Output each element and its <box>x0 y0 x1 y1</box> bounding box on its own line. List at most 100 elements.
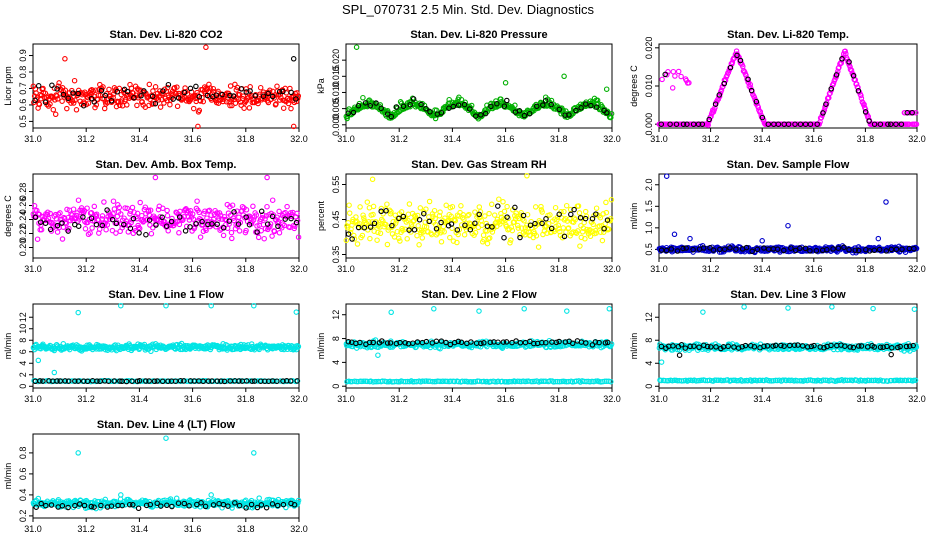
data-point <box>545 220 552 227</box>
data-point <box>227 92 233 99</box>
data-point <box>438 219 444 226</box>
data-point <box>71 77 78 84</box>
data-point <box>184 91 191 97</box>
data-point <box>400 213 407 220</box>
data-point <box>593 211 599 217</box>
data-point <box>515 225 522 231</box>
data-point <box>406 227 412 233</box>
data-point <box>360 94 366 101</box>
data-point <box>478 112 484 118</box>
data-point <box>135 224 142 231</box>
x-tick-label: 31.6 <box>184 524 202 534</box>
data-point <box>754 246 761 253</box>
data-point <box>850 73 857 79</box>
data-point <box>75 450 81 456</box>
y-tick-label: 0.6 <box>18 99 28 112</box>
data-point <box>361 224 368 231</box>
data-series <box>30 44 302 130</box>
data-point <box>124 205 130 212</box>
data-point <box>110 211 116 217</box>
data-point <box>572 216 578 223</box>
data-point <box>65 95 71 102</box>
data-point <box>496 196 502 202</box>
x-tick-label: 31.0 <box>650 264 668 274</box>
data-point <box>604 217 611 223</box>
data-point <box>521 112 528 119</box>
x-tick-label: 31.0 <box>337 134 355 144</box>
data-point <box>99 222 106 229</box>
data-point <box>349 222 355 228</box>
data-point <box>168 94 175 101</box>
data-point <box>293 219 300 226</box>
y-tick-label: 0.000 <box>331 114 341 137</box>
data-point <box>101 199 107 205</box>
data-point <box>89 86 95 93</box>
data-point <box>465 212 471 219</box>
data-point <box>512 102 518 109</box>
x-tick-label: 31.8 <box>857 264 875 274</box>
data-point <box>113 230 119 236</box>
y-tick-label: 8 <box>644 338 654 343</box>
data-series <box>657 377 919 384</box>
y-tick-label: 0.020 <box>644 37 654 60</box>
data-point <box>82 226 89 232</box>
data-point <box>138 93 144 99</box>
data-point <box>540 102 546 108</box>
data-point <box>155 97 162 103</box>
data-point <box>370 203 377 210</box>
data-point <box>721 246 728 252</box>
data-point <box>828 86 834 92</box>
data-point <box>603 209 610 216</box>
data-point <box>509 227 516 234</box>
data-point <box>516 108 523 114</box>
data-point <box>119 97 125 103</box>
data-point <box>556 106 563 113</box>
data-point <box>846 247 852 253</box>
data-point <box>51 369 58 376</box>
data-point <box>461 232 468 238</box>
data-point <box>367 235 373 242</box>
data-point <box>555 222 562 229</box>
y-tick-label: 4 <box>331 360 341 365</box>
y-tick-label: 0.26 <box>18 197 28 215</box>
data-point <box>672 73 678 79</box>
data-point <box>250 203 256 210</box>
data-point <box>110 198 117 204</box>
data-point <box>598 229 604 235</box>
data-point <box>667 121 673 127</box>
data-point <box>145 207 152 214</box>
data-point <box>203 227 209 234</box>
data-point <box>792 247 799 254</box>
data-point <box>560 225 567 231</box>
x-tick-label: 31.2 <box>390 134 408 144</box>
y-tick-label: 0 <box>644 384 654 389</box>
y-tick-label: 6 <box>18 349 28 354</box>
x-tick-label: 31.8 <box>857 394 875 404</box>
data-point <box>820 110 826 116</box>
data-point <box>470 223 477 229</box>
data-point <box>423 105 429 112</box>
y-tick-label: 0.24 <box>18 211 28 229</box>
x-tick-label: 31.8 <box>550 134 568 144</box>
data-point <box>680 121 687 127</box>
data-point <box>438 239 445 245</box>
data-point <box>539 209 545 215</box>
data-series <box>344 378 614 385</box>
data-point <box>230 93 237 99</box>
data-point <box>109 216 116 223</box>
data-point <box>32 97 38 104</box>
data-point <box>396 215 402 222</box>
panel-title: Stan. Dev. Li-820 Temp. <box>727 29 849 41</box>
data-point <box>204 92 211 99</box>
data-point <box>734 52 740 59</box>
data-point <box>127 225 134 232</box>
data-point <box>91 203 98 210</box>
data-point <box>608 196 615 203</box>
data-point <box>355 102 362 109</box>
data-point <box>197 234 204 240</box>
data-point <box>749 248 755 255</box>
x-tick-label: 31.8 <box>550 264 568 274</box>
data-point <box>417 205 424 211</box>
data-point <box>253 212 260 218</box>
